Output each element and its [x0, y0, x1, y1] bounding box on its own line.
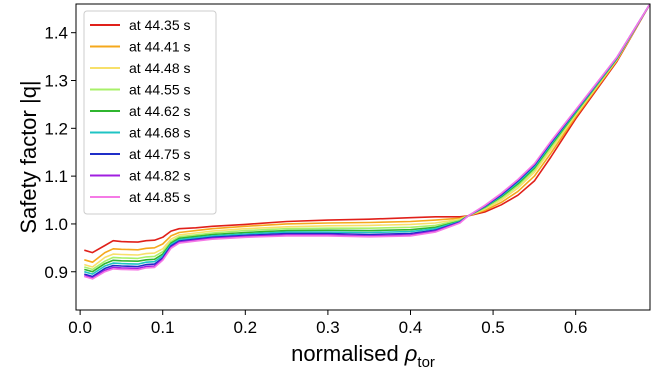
- legend-label: at 44.35 s: [129, 17, 191, 33]
- x-axis-label: normalised ρtor: [291, 341, 435, 370]
- y-tick-label: 0.9: [44, 263, 68, 282]
- x-axis-label-subscript: tor: [417, 354, 435, 370]
- legend-label: at 44.82 s: [129, 168, 191, 184]
- series-line-3: [84, 4, 650, 271]
- y-tick-label: 1.3: [44, 72, 68, 91]
- x-axis-label-text: normalised: [291, 341, 405, 366]
- legend-label: at 44.75 s: [129, 146, 191, 162]
- legend: at 44.35 s at 44.41 s at 44.48 s at 44.55 s…: [83, 10, 217, 215]
- series-line-1: [84, 4, 650, 264]
- legend-label: at 44.48 s: [129, 60, 191, 76]
- x-tick-label: 0.6: [564, 318, 588, 337]
- legend-label: at 44.55 s: [129, 82, 191, 98]
- x-tick-label: 0.4: [399, 318, 423, 337]
- x-tick-label: 0.2: [233, 318, 257, 337]
- y-axis-label: Safety factor |q|: [16, 80, 41, 233]
- legend-label: at 44.41 s: [129, 39, 191, 55]
- x-axis-label-symbol: ρ: [404, 341, 418, 366]
- x-tick-label: 0.3: [316, 318, 340, 337]
- series-line-4: [84, 4, 650, 273]
- x-tick-label: 0.1: [151, 318, 175, 337]
- series-line-8: [84, 4, 650, 280]
- x-tick-label: 0.0: [68, 318, 92, 337]
- y-tick-label: 1.4: [44, 24, 68, 43]
- y-tick-label: 1.0: [44, 215, 68, 234]
- series-line-2: [84, 4, 650, 268]
- y-tick-label: 1.2: [44, 119, 68, 138]
- legend-label: at 44.62 s: [129, 103, 191, 119]
- legend-label: at 44.68 s: [129, 125, 191, 141]
- legend-label: at 44.85 s: [129, 189, 191, 205]
- series-line-5: [84, 4, 650, 275]
- series-line-0: [84, 4, 650, 254]
- x-tick-label: 0.5: [481, 318, 505, 337]
- y-tick-label: 1.1: [44, 167, 68, 186]
- plot-frame: [75, 3, 651, 311]
- legend-box: [83, 10, 217, 215]
